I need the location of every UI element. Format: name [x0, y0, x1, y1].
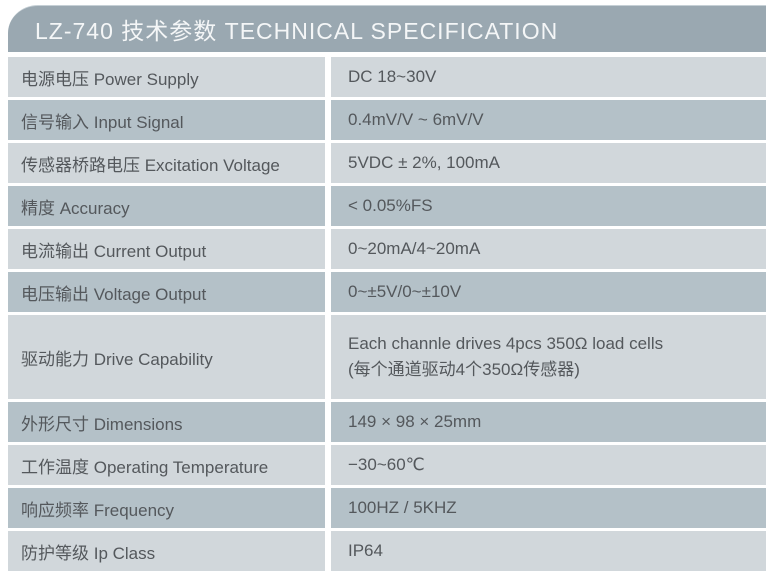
table-row: 驱动能力 Drive Capability Each channle drive… [8, 315, 766, 399]
spec-value: IP64 [331, 531, 766, 571]
table-row: 信号输入 Input Signal 0.4mV/V ~ 6mV/V [8, 100, 766, 140]
spec-label: 信号输入 Input Signal [8, 100, 325, 140]
spec-value: 5VDC ± 2%, 100mA [331, 143, 766, 183]
spec-value: 149 × 98 × 25mm [331, 402, 766, 442]
spec-label: 外形尺寸 Dimensions [8, 402, 325, 442]
spec-label: 电流输出 Current Output [8, 229, 325, 269]
spec-header-bar: LZ-740 技术参数 TECHNICAL SPECIFICATION [8, 5, 766, 52]
spec-value: < 0.05%FS [331, 186, 766, 226]
table-row: 精度 Accuracy < 0.05%FS [8, 186, 766, 226]
spec-label: 传感器桥路电压 Excitation Voltage [8, 143, 325, 183]
spec-value: 0.4mV/V ~ 6mV/V [331, 100, 766, 140]
page-title: LZ-740 技术参数 TECHNICAL SPECIFICATION [35, 18, 559, 44]
spec-label: 防护等级 Ip Class [8, 531, 325, 571]
spec-label: 电压输出 Voltage Output [8, 272, 325, 312]
spec-value-line-2: (每个通道驱动4个350Ω传感器) [348, 359, 580, 379]
table-row: 电流输出 Current Output 0~20mA/4~20mA [8, 229, 766, 269]
table-row: 工作温度 Operating Temperature −30~60℃ [8, 445, 766, 485]
spec-value: Each channle drives 4pcs 350Ω load cells… [331, 315, 766, 399]
spec-table: 电源电压 Power Supply DC 18~30V 信号输入 Input S… [8, 57, 766, 571]
spec-label: 驱动能力 Drive Capability [8, 315, 325, 399]
table-row: 外形尺寸 Dimensions 149 × 98 × 25mm [8, 402, 766, 442]
spec-label: 精度 Accuracy [8, 186, 325, 226]
spec-value-line-1: Each channle drives 4pcs 350Ω load cells [348, 333, 664, 353]
table-row: 防护等级 Ip Class IP64 [8, 531, 766, 571]
table-row: 电源电压 Power Supply DC 18~30V [8, 57, 766, 97]
spec-value: −30~60℃ [331, 445, 766, 485]
table-row: 传感器桥路电压 Excitation Voltage 5VDC ± 2%, 10… [8, 143, 766, 183]
spec-label: 工作温度 Operating Temperature [8, 445, 325, 485]
spec-value: DC 18~30V [331, 57, 766, 97]
spec-label: 响应频率 Frequency [8, 488, 325, 528]
table-row: 响应频率 Frequency 100HZ / 5KHZ [8, 488, 766, 528]
spec-value: 0~20mA/4~20mA [331, 229, 766, 269]
table-row: 电压输出 Voltage Output 0~±5V/0~±10V [8, 272, 766, 312]
spec-label: 电源电压 Power Supply [8, 57, 325, 97]
spec-value: 0~±5V/0~±10V [331, 272, 766, 312]
spec-value: 100HZ / 5KHZ [331, 488, 766, 528]
